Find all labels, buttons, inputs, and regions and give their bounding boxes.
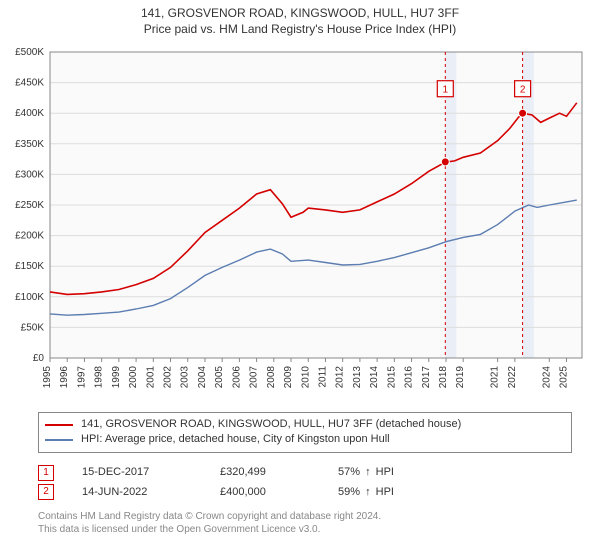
- sale-dot-1: [441, 158, 449, 166]
- chart-area: £0 £50K £100K £150K £200K £250K £300K £350K £400…: [0, 44, 600, 404]
- x-tick-label: 1996: [59, 366, 70, 389]
- sale-marker-label-1: 1: [443, 84, 449, 95]
- sale-row-1: 1 15-DEC-2017 £320,499 57% ↑ HPI: [38, 463, 572, 483]
- footnote-line-2: This data is licensed under the Open Gov…: [38, 523, 572, 536]
- x-tick-label: 2006: [231, 366, 242, 389]
- chart-root: 141, GROSVENOR ROAD, KINGSWOOD, HULL, HU…: [0, 0, 600, 560]
- sale-price: £400,000: [220, 483, 310, 503]
- x-tick-label: 2011: [317, 366, 328, 388]
- x-tick-label: 2003: [180, 366, 191, 389]
- x-tick-label: 2015: [386, 366, 397, 389]
- sale-price: £320,499: [220, 463, 310, 483]
- sale-marker-inline: 2: [38, 484, 54, 500]
- y-tick-label: £450K: [15, 78, 44, 89]
- y-tick-label: £400K: [15, 108, 44, 119]
- x-tick-label: 2016: [404, 366, 415, 389]
- chart-subtitle: Price paid vs. HM Land Registry's House …: [0, 22, 600, 38]
- below-chart: 141, GROSVENOR ROAD, KINGSWOOD, HULL, HU…: [38, 412, 572, 536]
- x-tick-label: 2018: [438, 366, 449, 389]
- y-tick-label: £0: [33, 353, 45, 364]
- y-tick-label: £100K: [15, 292, 44, 303]
- y-tick-label: £500K: [15, 47, 44, 58]
- legend-text: 141, GROSVENOR ROAD, KINGSWOOD, HULL, HU…: [81, 417, 461, 432]
- x-tick-label: 2001: [145, 366, 156, 389]
- sale-pct: 59% ↑ HPI: [338, 483, 448, 503]
- x-tick-label: 2012: [335, 366, 346, 389]
- x-tick-label: 2009: [283, 366, 294, 389]
- x-tick-label: 2005: [214, 366, 225, 389]
- sale-date: 15-DEC-2017: [82, 463, 192, 483]
- sale-pct: 57% ↑ HPI: [338, 463, 448, 483]
- y-tick-label: £150K: [15, 261, 44, 272]
- sales-table: 1 15-DEC-2017 £320,499 57% ↑ HPI 2 14-JUN-202…: [38, 463, 572, 503]
- chart-title: 141, GROSVENOR ROAD, KINGSWOOD, HULL, HU…: [0, 0, 600, 22]
- x-tick-label: 2010: [300, 366, 311, 389]
- sale-marker-label-2: 2: [520, 84, 526, 95]
- x-tick-label: 2017: [421, 366, 432, 389]
- x-tick-label: 2019: [455, 366, 466, 389]
- legend-text: HPI: Average price, detached house, City…: [81, 432, 390, 447]
- y-tick-label: £300K: [15, 169, 44, 180]
- y-tick-label: £50K: [21, 322, 45, 333]
- x-tick-label: 2014: [369, 366, 380, 389]
- x-tick-label: 1998: [94, 366, 105, 389]
- x-tick-label: 2013: [352, 366, 363, 389]
- x-tick-label: 1997: [76, 366, 87, 389]
- x-tick-label: 2004: [197, 366, 208, 389]
- y-tick-label: £250K: [15, 200, 44, 211]
- chart-svg: £0 £50K £100K £150K £200K £250K £300K £350K £400…: [0, 44, 600, 404]
- legend-swatch: [45, 439, 73, 441]
- x-tick-label: 2002: [163, 366, 174, 389]
- legend: 141, GROSVENOR ROAD, KINGSWOOD, HULL, HU…: [38, 412, 572, 453]
- y-tick-label: £350K: [15, 139, 44, 150]
- x-tick-label: 2008: [266, 366, 277, 389]
- x-tick-label: 1995: [42, 366, 53, 389]
- sale-marker-inline: 1: [38, 465, 54, 481]
- up-arrow-icon: ↑: [363, 483, 373, 503]
- x-tick-label: 2021: [490, 366, 501, 389]
- x-tick-label: 2024: [541, 366, 552, 389]
- x-tick-label: 1999: [111, 366, 122, 389]
- up-arrow-icon: ↑: [363, 463, 373, 483]
- footnote-line-1: Contains HM Land Registry data © Crown c…: [38, 510, 572, 523]
- sale-date: 14-JUN-2022: [82, 483, 192, 503]
- sale-row-2: 2 14-JUN-2022 £400,000 59% ↑ HPI: [38, 483, 572, 503]
- x-axis: 1995 1996 1997 1998 1999 2000 2001 2002 2003 2004…: [42, 358, 570, 388]
- x-tick-label: 2022: [507, 366, 518, 389]
- x-tick-label: 2007: [249, 366, 260, 389]
- x-tick-label: 2000: [128, 366, 139, 389]
- y-tick-label: £200K: [15, 231, 44, 242]
- legend-swatch: [45, 424, 73, 426]
- sale-dot-2: [519, 109, 527, 117]
- legend-row-1: HPI: Average price, detached house, City…: [45, 432, 565, 447]
- legend-row-0: 141, GROSVENOR ROAD, KINGSWOOD, HULL, HU…: [45, 417, 565, 432]
- x-tick-label: 2025: [559, 366, 570, 389]
- footnote: Contains HM Land Registry data © Crown c…: [38, 510, 572, 536]
